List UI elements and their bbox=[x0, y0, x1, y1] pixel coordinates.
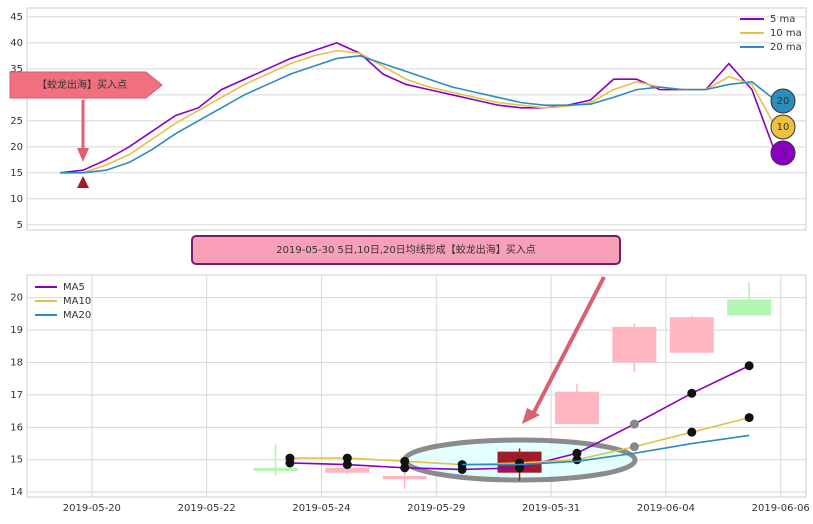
badge-label: 5 bbox=[780, 148, 786, 159]
x-tick-label: 2019-05-24 bbox=[292, 503, 350, 514]
y-tick-label: 15 bbox=[10, 168, 23, 179]
annotation: 【蛟龙出海】买入点 bbox=[37, 78, 127, 91]
ma-point bbox=[572, 455, 582, 465]
x-tick-label: 2019-05-20 bbox=[63, 503, 121, 514]
badge bbox=[770, 114, 796, 140]
ma-point bbox=[342, 453, 352, 463]
y-tick-label: 45 bbox=[10, 12, 23, 23]
legend-label: MA5 bbox=[63, 282, 85, 293]
y-tick-label: 14 bbox=[10, 487, 23, 498]
badge bbox=[770, 140, 796, 166]
x-tick-label: 2019-05-29 bbox=[407, 503, 465, 514]
buy-marker bbox=[77, 176, 89, 188]
ma-point bbox=[744, 361, 754, 371]
x-tick-label: 2019-05-22 bbox=[178, 503, 236, 514]
y-tick-label: 10 bbox=[10, 194, 23, 205]
y-tick-label: 18 bbox=[10, 358, 23, 369]
badge-label: 20 bbox=[777, 96, 790, 107]
ma-point bbox=[687, 388, 697, 398]
y-tick-label: 35 bbox=[10, 64, 23, 75]
x-tick-label: 2019-06-06 bbox=[752, 503, 810, 514]
legend-label: MA20 bbox=[63, 310, 91, 321]
y-tick-label: 25 bbox=[10, 116, 23, 127]
candle-body bbox=[325, 467, 370, 473]
chart-title: 2019-05-30 5日,10日,20日均线形成【蛟龙出海】买入点 bbox=[276, 243, 535, 256]
annotation-head bbox=[77, 148, 89, 162]
pointer-arrow bbox=[530, 276, 606, 417]
pointer-head bbox=[522, 408, 540, 424]
top-frame bbox=[26, 7, 807, 231]
ma-point bbox=[629, 442, 639, 452]
ma-point bbox=[400, 463, 410, 473]
badge-label: 10 bbox=[777, 122, 790, 133]
badge bbox=[770, 88, 796, 114]
y-tick-label: 5 bbox=[17, 220, 23, 231]
ma-line bbox=[60, 49, 776, 174]
candle-body bbox=[554, 391, 599, 425]
ma-line bbox=[60, 55, 776, 174]
ma-point bbox=[629, 419, 639, 429]
legend-label: 10 ma bbox=[770, 28, 802, 39]
ma-line bbox=[462, 434, 750, 466]
y-tick-label: 15 bbox=[10, 455, 23, 466]
candle-body bbox=[382, 475, 427, 480]
ma-point bbox=[342, 460, 352, 470]
legend-label: 20 ma bbox=[770, 42, 802, 53]
y-tick-label: 19 bbox=[10, 325, 23, 336]
y-tick-label: 20 bbox=[10, 293, 23, 304]
bottom-frame bbox=[26, 274, 807, 498]
ma-point bbox=[687, 427, 697, 437]
ma-point bbox=[285, 453, 295, 463]
y-tick-label: 40 bbox=[10, 38, 23, 49]
y-tick-label: 16 bbox=[10, 422, 23, 433]
x-tick-label: 2019-05-31 bbox=[522, 503, 580, 514]
candle-body bbox=[669, 317, 714, 353]
legend-label: 5 ma bbox=[770, 14, 795, 25]
ma-point bbox=[744, 413, 754, 423]
y-tick-label: 20 bbox=[10, 142, 23, 153]
legend-label: MA10 bbox=[63, 296, 91, 307]
candle-body bbox=[612, 326, 657, 363]
candle-body bbox=[253, 467, 298, 472]
annotation-arrow-banner bbox=[9, 71, 163, 99]
y-tick-label: 17 bbox=[10, 390, 23, 401]
ma-point bbox=[515, 458, 525, 468]
x-tick-label: 2019-06-04 bbox=[637, 503, 695, 514]
ma-line bbox=[59, 41, 776, 174]
title-banner bbox=[191, 235, 621, 265]
ma-point bbox=[572, 448, 582, 458]
ma-point bbox=[400, 456, 410, 466]
candle-body bbox=[727, 299, 772, 316]
